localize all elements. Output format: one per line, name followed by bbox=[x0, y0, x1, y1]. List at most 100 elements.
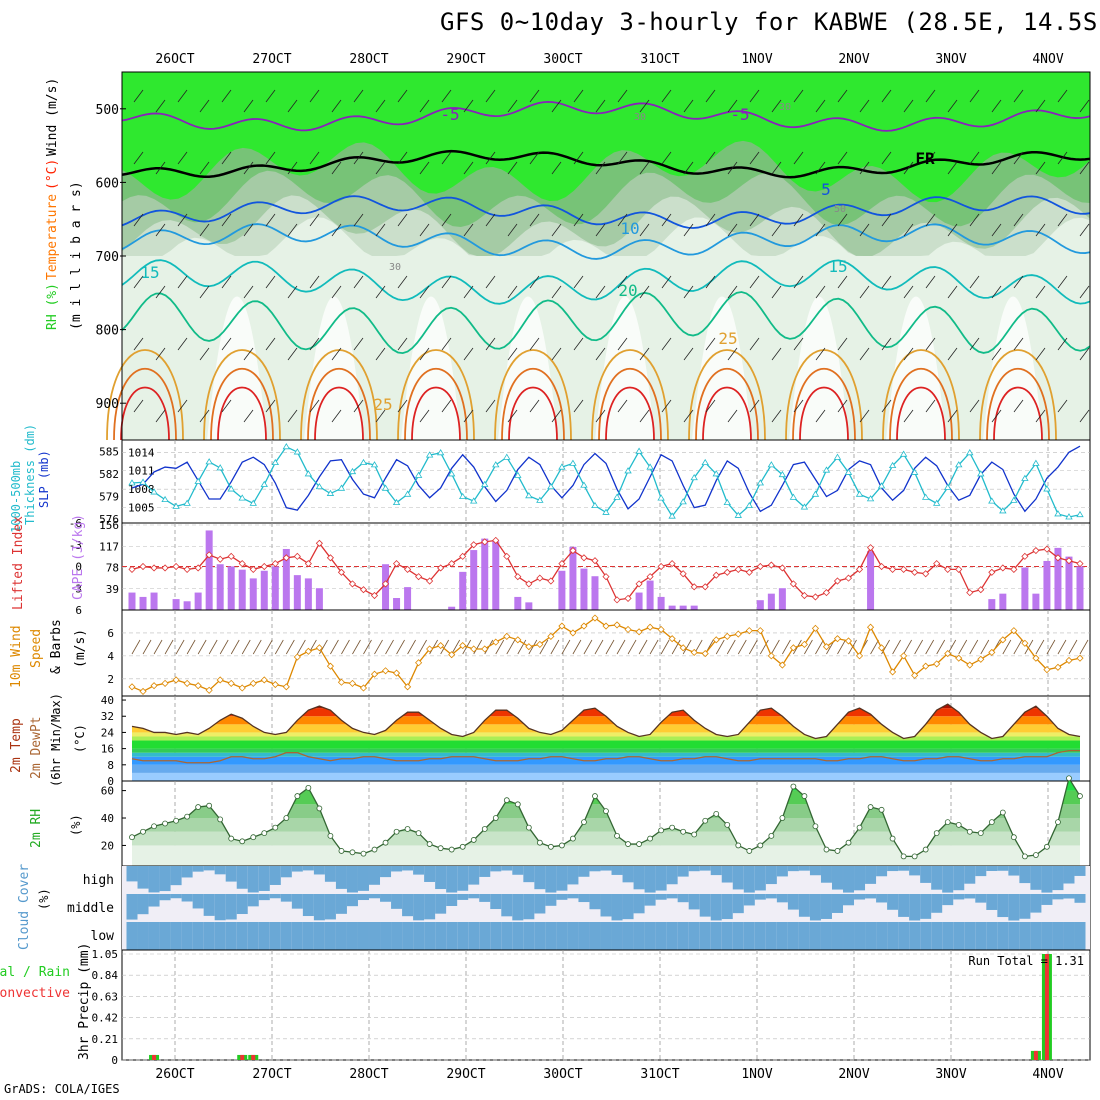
wind-speed-line-point bbox=[227, 679, 235, 687]
cloud-cover-cell bbox=[820, 866, 832, 883]
wind-barb bbox=[297, 639, 306, 655]
dewpoint-line bbox=[131, 749, 1080, 764]
cloud-yunit: (%) bbox=[37, 888, 51, 910]
lifted-index-line-point bbox=[1065, 557, 1073, 565]
wind-speed-line-point bbox=[679, 644, 687, 652]
wind-barb bbox=[595, 161, 606, 175]
rh-line-point bbox=[625, 841, 631, 847]
cloud-cover-cell bbox=[942, 894, 954, 906]
thickness-line-point bbox=[392, 498, 401, 506]
cloud-cover-cell bbox=[611, 866, 623, 875]
wind-barb bbox=[485, 213, 496, 227]
cloud-cover-cell bbox=[247, 866, 259, 893]
cape-bar bbox=[249, 578, 257, 610]
wind-barb bbox=[561, 639, 571, 655]
cloud-cover-cell bbox=[688, 922, 700, 950]
cloud-cover-cell bbox=[225, 922, 237, 950]
wind-speed-line-point bbox=[602, 622, 610, 630]
wind-barb bbox=[638, 639, 648, 655]
thickness-line-point bbox=[370, 461, 379, 468]
upper-ylabel-part: Wind (m/s) bbox=[45, 78, 60, 156]
wind-barb bbox=[133, 337, 144, 351]
lifted-index-line-point bbox=[470, 541, 478, 549]
warm-contour bbox=[605, 386, 655, 441]
wind-barb bbox=[309, 337, 320, 351]
wind-barb bbox=[155, 161, 166, 175]
cloud-row-label: middle bbox=[67, 901, 114, 916]
wind-barb bbox=[969, 399, 980, 413]
cloud-cover-cell bbox=[181, 922, 193, 950]
wind-barb bbox=[353, 89, 364, 103]
cloud-cover-cell bbox=[754, 894, 766, 900]
wind-barb bbox=[485, 337, 496, 351]
wind-barb bbox=[771, 99, 782, 113]
cloud-cover-cell bbox=[986, 922, 998, 950]
wind-barb bbox=[287, 161, 298, 175]
rh-line-point bbox=[129, 834, 135, 841]
dry-column bbox=[983, 296, 1043, 440]
cape-bar bbox=[569, 546, 577, 610]
wind-barb bbox=[133, 89, 144, 103]
cloud-cover-cell bbox=[997, 866, 1009, 871]
wind-barb bbox=[969, 151, 980, 165]
thickness-line-point bbox=[745, 501, 754, 509]
lifted-index-line-point bbox=[723, 568, 731, 576]
wind-barb bbox=[429, 639, 438, 655]
cloud-cover-cell bbox=[214, 866, 226, 875]
wind-barb bbox=[441, 89, 452, 103]
thickness-line-point bbox=[778, 470, 787, 478]
wind-barb bbox=[440, 639, 449, 655]
lifted-index-line-point bbox=[591, 557, 599, 565]
cloud-cover-cell bbox=[346, 866, 358, 893]
cloud-cover-cell bbox=[280, 866, 292, 878]
wind-speed-line-point bbox=[503, 632, 511, 640]
wind-speed-line-point bbox=[690, 648, 698, 656]
upper-ylabel-units: (m i l l i b a r s) bbox=[69, 181, 84, 330]
cloud-cover-cell bbox=[1008, 866, 1020, 876]
cloud-cover-cell bbox=[402, 866, 414, 871]
wind-barb bbox=[925, 151, 936, 165]
warm-contour bbox=[799, 386, 849, 441]
lifted-index-line-point bbox=[415, 573, 423, 581]
wind-barb bbox=[353, 275, 364, 289]
wind-barb bbox=[507, 223, 518, 237]
wind-barb bbox=[639, 409, 650, 423]
lifted-index-line-point bbox=[844, 574, 853, 582]
wind-speed-line-point bbox=[238, 684, 246, 692]
cloud-cover-cell bbox=[1019, 894, 1031, 919]
cloud-cover-cell bbox=[203, 922, 215, 950]
lifted-index-line-point bbox=[1054, 554, 1062, 562]
cloud-cover-cell bbox=[754, 922, 766, 950]
wind-barb bbox=[903, 409, 914, 423]
rh-shade-band bbox=[122, 72, 1090, 203]
cloud-cover-cell bbox=[611, 894, 623, 921]
rh-line-point bbox=[195, 804, 202, 810]
cloud-cover-cell bbox=[137, 866, 149, 889]
cloud-cover-cell bbox=[424, 866, 436, 882]
rh-panel: 20 40 60 2m RH (%) bbox=[29, 775, 1091, 867]
cloud-cover-cell bbox=[920, 866, 932, 883]
wind-barb bbox=[1013, 89, 1024, 103]
wind-speed-line-point bbox=[977, 655, 985, 663]
cloud-cover-cell bbox=[126, 922, 138, 950]
lifted-index-line-point bbox=[459, 552, 467, 560]
temp-ylabel-2: 2m DewPt bbox=[29, 716, 44, 779]
bottom-date-label: 29OCT bbox=[446, 1067, 485, 1082]
cloud-cover-cell bbox=[809, 922, 821, 950]
thickness-line-point bbox=[580, 481, 588, 488]
rh-line-point bbox=[570, 835, 576, 842]
warm-contour bbox=[688, 349, 766, 441]
cape-bar bbox=[459, 571, 467, 610]
wind-barb bbox=[1057, 89, 1068, 103]
cloud-cover-cell bbox=[435, 922, 447, 950]
lifted-index-line-point bbox=[293, 552, 301, 560]
thickness-line-point bbox=[734, 511, 742, 518]
lifted-index-line-point bbox=[866, 544, 875, 552]
thickness-line-point bbox=[723, 498, 731, 506]
wind-barb bbox=[1079, 223, 1090, 237]
rh-line-point bbox=[735, 842, 742, 849]
warm-contour bbox=[695, 367, 759, 441]
dry-column bbox=[595, 296, 655, 440]
cloud-cover-cell bbox=[313, 866, 325, 875]
cloud-cover-cell bbox=[313, 894, 325, 921]
